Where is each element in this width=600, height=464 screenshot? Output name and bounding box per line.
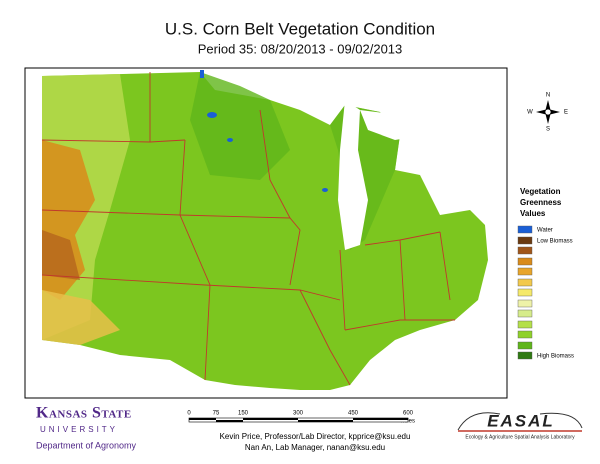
low-biomass-zone: [42, 230, 80, 280]
legend-swatches: [517, 225, 533, 360]
lab-name: Ecology & Agriculture Spatial Analysis L…: [465, 434, 575, 440]
credit: Nan An, Lab Manager, nanan@ksu.edu: [245, 443, 385, 452]
credit: Kevin Price, Professor/Lab Director, kpp…: [220, 432, 411, 441]
legend-label: Low Biomass: [537, 239, 573, 245]
compass: N E S W: [527, 93, 568, 133]
scale-tick: 300: [293, 411, 304, 417]
scale-tick: 75: [213, 411, 220, 417]
legend-title: Vegetation: [520, 187, 561, 196]
subtitle: Period 35: 08/20/2013 - 09/02/2013: [198, 41, 403, 56]
compass-e: E: [564, 110, 568, 116]
ksu-logo: Kansas State UNIVERSITY Department of Ag…: [36, 405, 137, 451]
scale-tick: 600: [403, 411, 414, 417]
state-borders: [41, 72, 455, 386]
legend-label: Water: [537, 228, 553, 234]
title: U.S. Corn Belt Vegetation Condition: [165, 19, 435, 38]
scale-tick: 450: [348, 411, 359, 417]
water-bodies: [200, 70, 328, 192]
university-label: UNIVERSITY: [40, 425, 118, 434]
lake-huron: [360, 110, 425, 140]
scale-bar: 0 75 150 300 450 600 Miles: [187, 411, 415, 425]
legend-title: Values: [520, 209, 546, 218]
scale-tick: 0: [187, 411, 191, 417]
legend-label: High Biomass: [537, 354, 574, 360]
lake-michigan: [338, 100, 368, 250]
compass-n: N: [546, 93, 550, 99]
legend: Vegetation Greenness Values Water Low Bi…: [517, 187, 574, 360]
compass-s: S: [546, 127, 550, 133]
university-name: Kansas State: [36, 405, 132, 422]
high-biomass-zone: [190, 72, 290, 180]
department: Department of Agronomy: [36, 440, 137, 450]
compass-w: W: [527, 110, 533, 116]
lab-acronym: EASAL: [487, 411, 555, 430]
map: [24, 67, 508, 399]
legend-title: Greenness: [520, 198, 562, 207]
easal-logo: EASAL Ecology & Agriculture Spatial Anal…: [457, 411, 583, 440]
dry-zone: [42, 290, 120, 345]
scale-tick: 150: [238, 411, 249, 417]
